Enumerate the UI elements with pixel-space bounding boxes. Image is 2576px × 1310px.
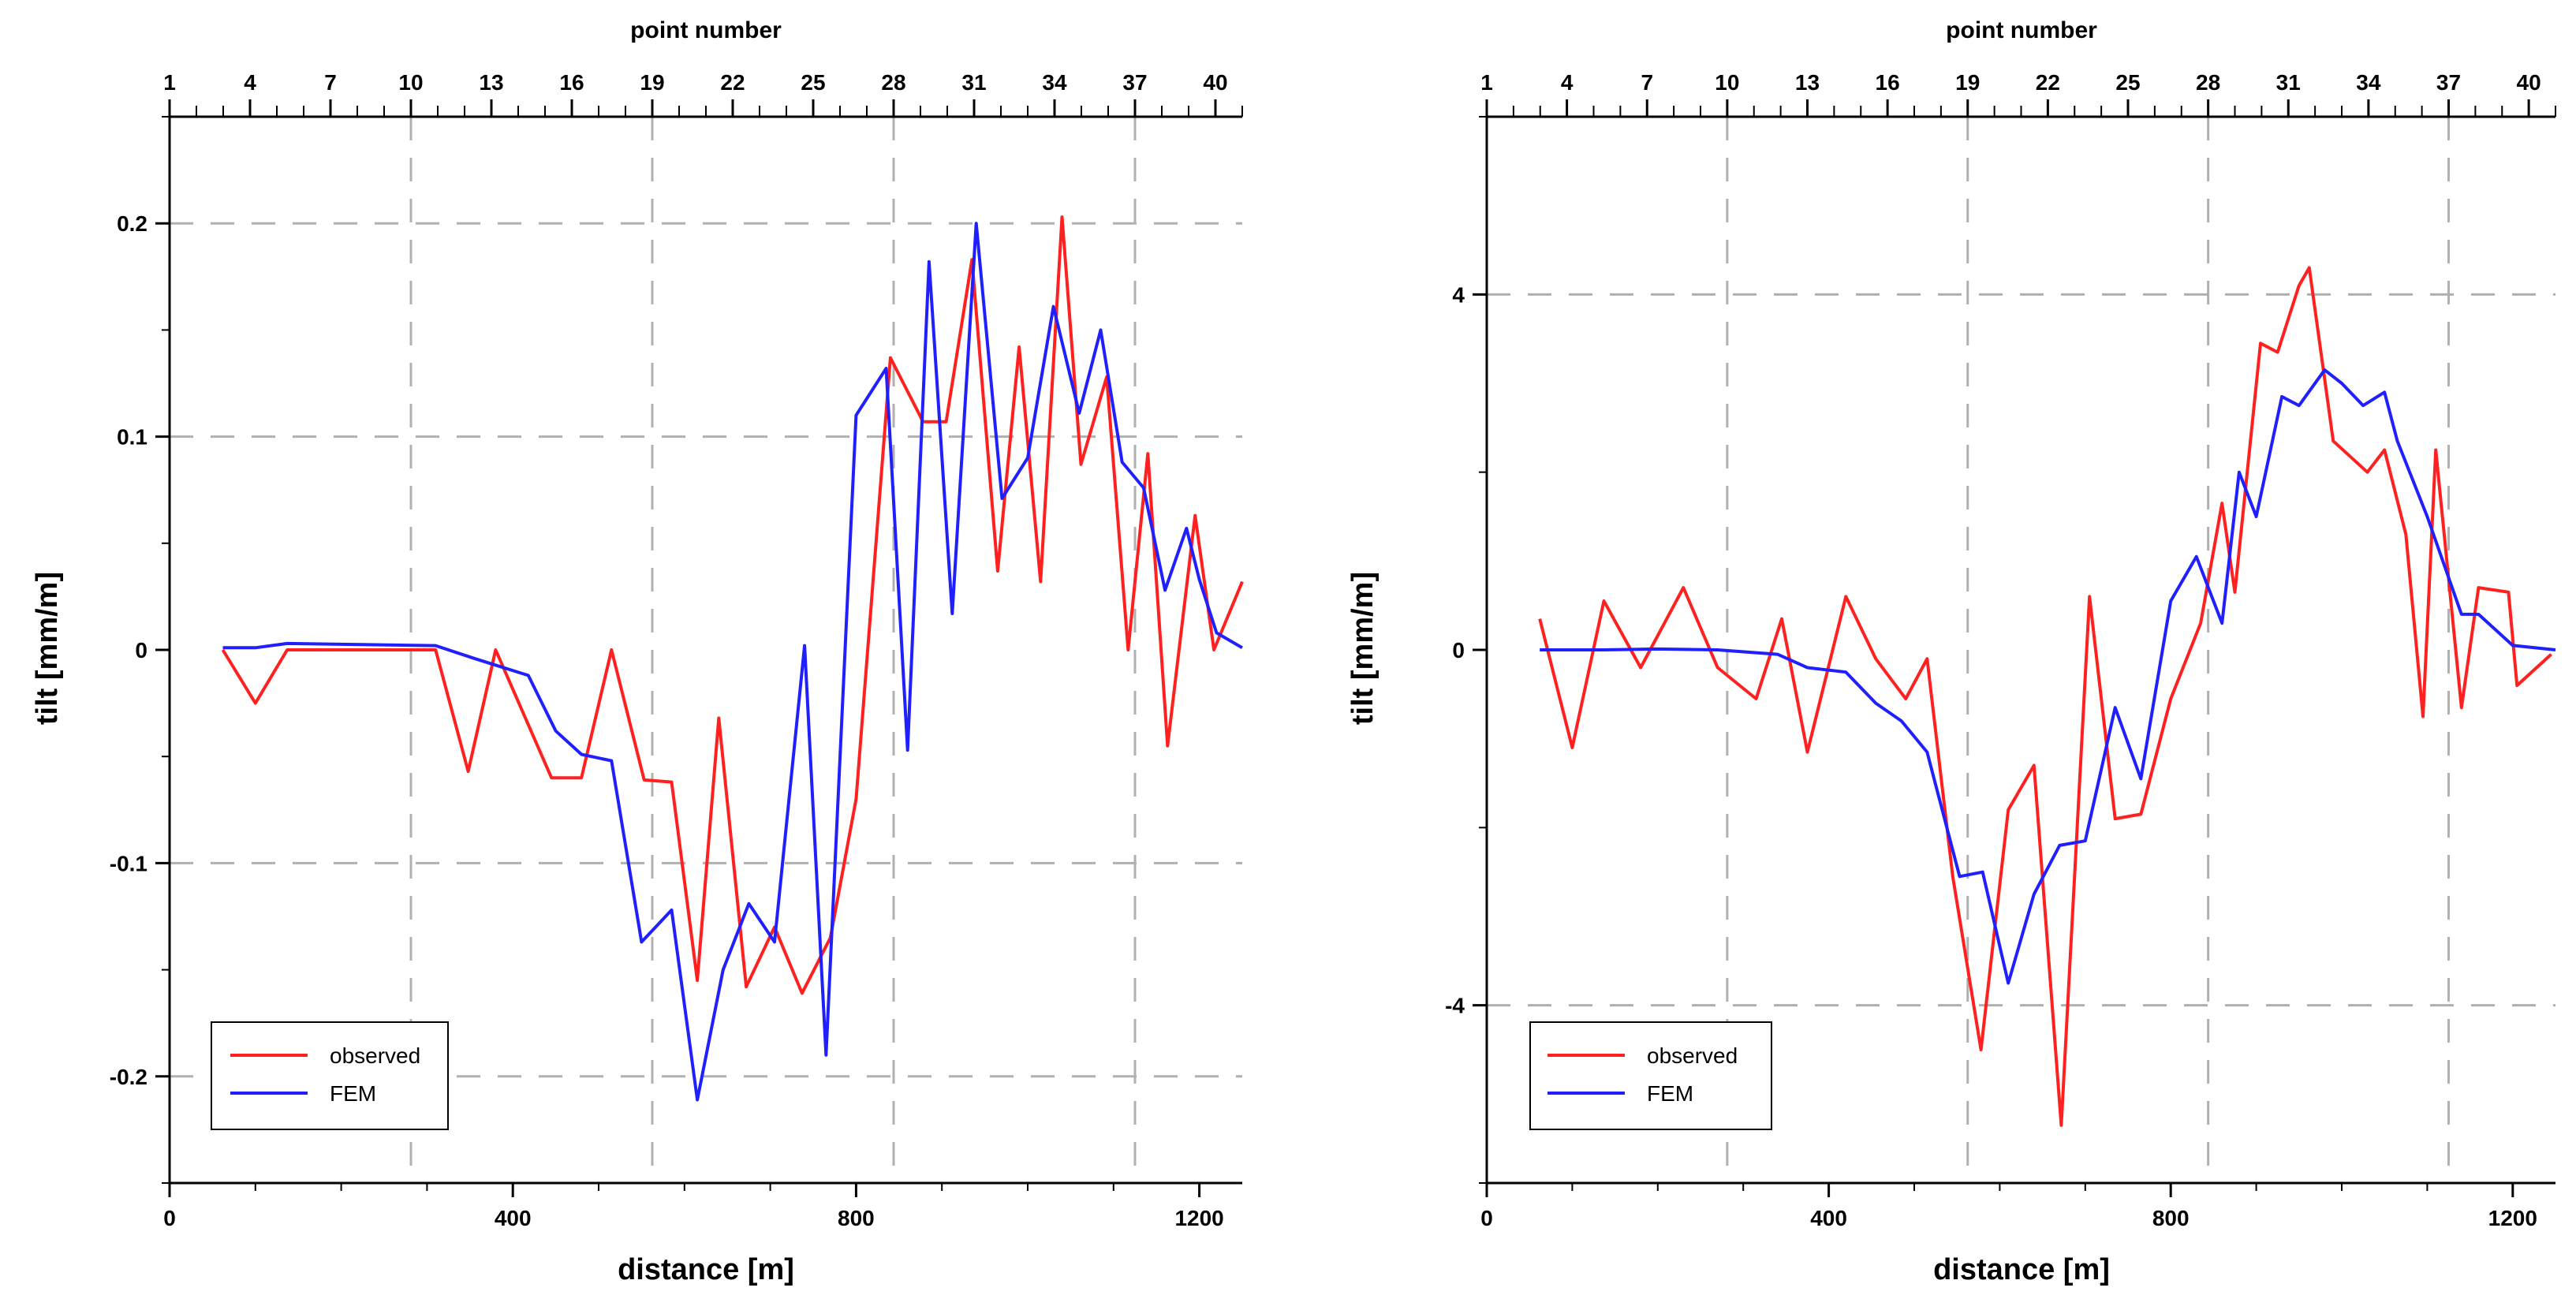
chart-right-y-tick-label: -4 bbox=[1445, 994, 1465, 1018]
chart-right-x-tick-label: 400 bbox=[1810, 1206, 1847, 1230]
chart-right-top-tick-label: 25 bbox=[2115, 70, 2140, 95]
chart-right-x-tick-label: 1200 bbox=[2488, 1206, 2537, 1230]
chart-right-series-fem-line bbox=[1540, 368, 2556, 985]
chart-left-x-tick-label: 1200 bbox=[1174, 1206, 1223, 1230]
chart-left-top-tick-label: 7 bbox=[324, 70, 337, 95]
chart-left-x-tick-label: 400 bbox=[495, 1206, 532, 1230]
chart-right-x-axis-title: distance [m] bbox=[1933, 1253, 2110, 1286]
chart-left-y-tick-label: -0.1 bbox=[110, 851, 147, 875]
chart-left-y-tick-label: -0.2 bbox=[110, 1065, 147, 1089]
chart-right-top-ticks: 1 4 7 10 13 16 19 22 25 28 31 34 37 40 bbox=[1480, 70, 2556, 117]
chart-left-top-tick-label: 34 bbox=[1042, 70, 1067, 95]
chart-left-series-observed-line bbox=[221, 215, 1244, 995]
chart-left-x-ticks: 0 400 800 1200 bbox=[163, 1183, 1224, 1230]
chart-left-y-axis-title: tilt [mm/m] bbox=[31, 572, 64, 725]
chart-right-top-tick-label: 34 bbox=[2356, 70, 2381, 95]
chart-left-top-tick-label: 40 bbox=[1203, 70, 1227, 95]
chart-right-top-tick-label: 1 bbox=[1480, 70, 1493, 95]
chart-right-top-tick-label: 16 bbox=[1876, 70, 1900, 95]
chart-left-top-tick-label: 25 bbox=[801, 70, 825, 95]
chart-right-x-tick-label: 0 bbox=[1480, 1206, 1493, 1230]
chart-left-top-ticks: 1 4 7 10 13 16 19 22 25 28 31 34 37 40 bbox=[163, 70, 1243, 117]
chart-left-top-tick-label: 16 bbox=[559, 70, 584, 95]
chart-left-y-tick-label: 0.2 bbox=[117, 211, 147, 236]
chart-right-legend-observed-label: observed bbox=[1647, 1043, 1738, 1068]
chart-left-top-tick-label: 28 bbox=[881, 70, 905, 95]
chart-left: 1 4 7 10 13 16 19 22 25 28 31 34 37 40 0 400 800 1200 -0… bbox=[31, 17, 1244, 1286]
chart-right-top-axis-title: point number bbox=[1946, 17, 2097, 43]
chart-left-x-axis-title: distance [m] bbox=[618, 1253, 794, 1286]
chart-left-x-tick-label: 0 bbox=[163, 1206, 176, 1230]
chart-right-top-tick-label: 4 bbox=[1561, 70, 1574, 95]
chart-left-legend-fem-label: FEM bbox=[330, 1081, 376, 1106]
chart-left-series-fem-line bbox=[222, 222, 1244, 1102]
chart-right: 1 4 7 10 13 16 19 22 25 28 31 34 37 40 0 400 800 1200 -4… bbox=[1346, 17, 2556, 1286]
chart-right-top-tick-label: 22 bbox=[2036, 70, 2060, 95]
chart-left-top-tick-label: 19 bbox=[640, 70, 664, 95]
chart-left-series bbox=[221, 215, 1244, 1102]
chart-right-top-tick-label: 28 bbox=[2196, 70, 2220, 95]
chart-left-top-tick-label: 1 bbox=[163, 70, 176, 95]
chart-right-top-tick-label: 31 bbox=[2276, 70, 2301, 95]
chart-right-y-tick-label: 0 bbox=[1452, 638, 1465, 662]
chart-right-series bbox=[1538, 266, 2556, 1127]
chart-right-top-tick-label: 10 bbox=[1715, 70, 1739, 95]
chart-right-top-tick-label: 40 bbox=[2517, 70, 2541, 95]
chart-right-top-tick-label: 37 bbox=[2436, 70, 2461, 95]
chart-left-y-ticks: -0.2 -0.1 0 0.1 0.2 bbox=[110, 116, 170, 1184]
chart-right-y-axis-title: tilt [mm/m] bbox=[1346, 572, 1379, 725]
chart-right-x-ticks: 0 400 800 1200 bbox=[1480, 1183, 2537, 1230]
chart-right-top-tick-label: 19 bbox=[1955, 70, 1980, 95]
chart-left-top-axis-title: point number bbox=[630, 17, 782, 43]
chart-left-y-tick-label: 0 bbox=[135, 638, 147, 662]
chart-left-y-tick-label: 0.1 bbox=[117, 425, 147, 450]
chart-right-x-tick-label: 800 bbox=[2152, 1206, 2190, 1230]
chart-left-top-tick-label: 13 bbox=[479, 70, 503, 95]
chart-left-top-tick-label: 31 bbox=[961, 70, 986, 95]
chart-right-y-tick-label: 4 bbox=[1452, 282, 1465, 307]
chart-left-top-tick-label: 10 bbox=[398, 70, 423, 95]
chart-right-top-tick-label: 7 bbox=[1641, 70, 1653, 95]
chart-right-top-tick-label: 13 bbox=[1795, 70, 1820, 95]
chart-left-x-tick-label: 800 bbox=[838, 1206, 875, 1230]
chart-left-legend-box bbox=[211, 1021, 449, 1130]
chart-right-legend: observed FEM bbox=[1529, 1021, 1772, 1130]
chart-right-legend-fem-label: FEM bbox=[1647, 1081, 1693, 1106]
chart-right-legend-box bbox=[1529, 1021, 1772, 1130]
chart-left-top-tick-label: 4 bbox=[244, 70, 256, 95]
chart-left-legend-observed-label: observed bbox=[330, 1043, 420, 1068]
chart-left-top-tick-label: 37 bbox=[1122, 70, 1147, 95]
chart-right-series-observed-line bbox=[1538, 266, 2552, 1127]
chart-left-legend: observed FEM bbox=[211, 1021, 449, 1130]
chart-right-y-ticks: -4 0 4 bbox=[1445, 116, 1487, 1184]
chart-left-top-tick-label: 22 bbox=[720, 70, 745, 95]
